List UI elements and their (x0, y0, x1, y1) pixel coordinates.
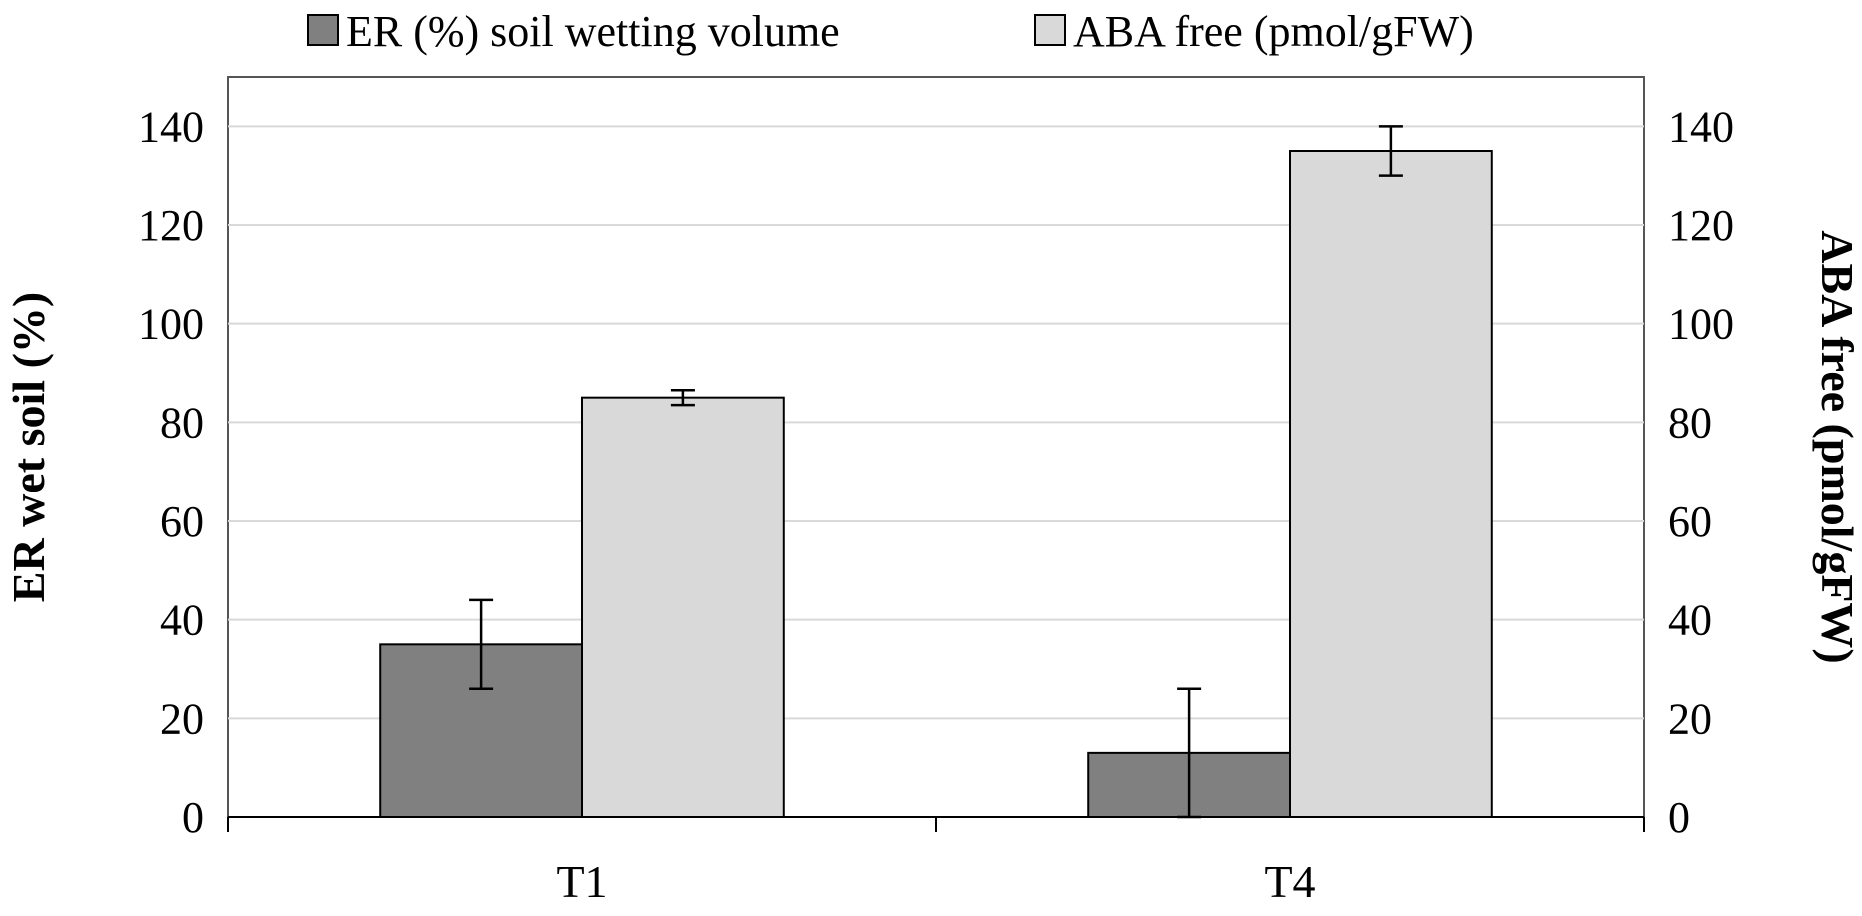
y2-axis-title: ABA free (pmol/gFW) (1812, 230, 1862, 664)
y2-tick-label: 20 (1668, 694, 1712, 743)
y-axis-title: ER wet soil (%) (3, 292, 54, 602)
y2-tick-label: 80 (1668, 398, 1712, 447)
legend-swatch-er (307, 14, 339, 46)
y-tick-label: 80 (160, 398, 204, 447)
y-tick-label: 140 (138, 102, 204, 151)
y-tick-label: 40 (160, 596, 204, 645)
bar-aba-t1 (581, 396, 785, 818)
tick-labels: 0 20 40 60 80 100 120 140 0 20 40 60 80 100 120 140 (138, 102, 1734, 842)
y2-tick-label: 0 (1668, 793, 1690, 842)
x-tick-label: T1 (556, 856, 607, 907)
bar-aba-t4 (1289, 150, 1493, 818)
y2-tick-label: 120 (1668, 201, 1734, 250)
y2-tick-label: 140 (1668, 102, 1734, 151)
y2-tick-label: 60 (1668, 497, 1712, 546)
y2-tick-label: 40 (1668, 596, 1712, 645)
y-tick-label: 60 (160, 497, 204, 546)
y-tick-label: 20 (160, 694, 204, 743)
category-labels: T1 T4 (556, 856, 1315, 907)
legend-swatch-aba (1034, 14, 1066, 46)
y-tick-label: 0 (182, 793, 204, 842)
legend-label-aba: ABA free (pmol/gFW) (1073, 7, 1474, 56)
y-tick-label: 120 (138, 201, 204, 250)
y-tick-label: 100 (138, 300, 204, 349)
legend: ER (%) soil wetting volume ABA free (pmo… (307, 7, 1474, 56)
legend-label-er: ER (%) soil wetting volume (346, 7, 840, 56)
error-bars (469, 125, 1403, 819)
x-tick-label: T4 (1264, 856, 1315, 907)
y2-tick-label: 100 (1668, 300, 1734, 349)
axes (227, 816, 1645, 832)
